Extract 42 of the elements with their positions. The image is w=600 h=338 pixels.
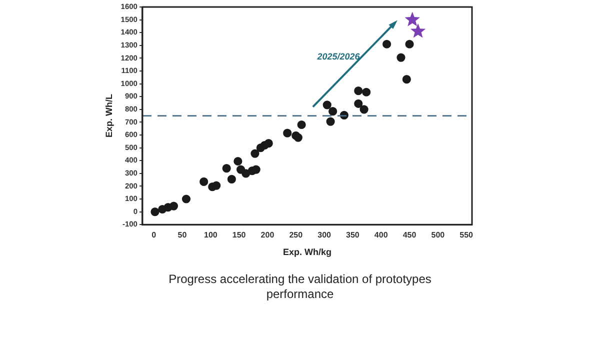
x-tick-label: 400 bbox=[374, 230, 388, 240]
point bbox=[222, 164, 231, 173]
point bbox=[354, 99, 363, 108]
x-axis-title: Exp. Wh/kg bbox=[282, 247, 332, 258]
point bbox=[150, 208, 160, 216]
point bbox=[169, 202, 178, 210]
point bbox=[212, 181, 221, 190]
x-tick-label: 100 bbox=[204, 230, 218, 240]
text: Progress accelerating the validation of prototypes performance bbox=[168, 272, 432, 302]
x-tick-label: 450 bbox=[402, 230, 417, 240]
point bbox=[410, 23, 426, 38]
point bbox=[405, 40, 414, 48]
point bbox=[250, 149, 260, 158]
point bbox=[297, 120, 306, 130]
point bbox=[362, 88, 371, 96]
point bbox=[328, 107, 338, 116]
point bbox=[382, 40, 392, 48]
point bbox=[227, 174, 236, 184]
point bbox=[322, 100, 332, 110]
x-tick-label: 550 bbox=[460, 230, 474, 240]
point bbox=[354, 86, 363, 96]
x-tick-label: 200 bbox=[260, 230, 275, 240]
point bbox=[402, 75, 411, 84]
point bbox=[182, 194, 191, 204]
point bbox=[264, 139, 273, 148]
point bbox=[234, 156, 242, 166]
point bbox=[396, 53, 406, 62]
point bbox=[404, 12, 420, 26]
x-tick-label: 300 bbox=[318, 230, 332, 240]
x-tick-label: 500 bbox=[431, 230, 446, 240]
point bbox=[283, 128, 292, 138]
x-tick-label: 0 bbox=[152, 230, 157, 240]
point bbox=[200, 177, 208, 186]
point bbox=[360, 105, 368, 114]
point bbox=[252, 165, 260, 174]
x-tick-label: 350 bbox=[346, 230, 360, 240]
annotation: 2025/2026 bbox=[316, 51, 361, 62]
point bbox=[326, 117, 335, 126]
x-tick-label: 50 bbox=[178, 230, 188, 240]
y-axis-title: Exp. Wh/L bbox=[104, 94, 114, 138]
x-tick-label: 250 bbox=[289, 230, 304, 240]
x-tick-label: 150 bbox=[232, 230, 246, 240]
